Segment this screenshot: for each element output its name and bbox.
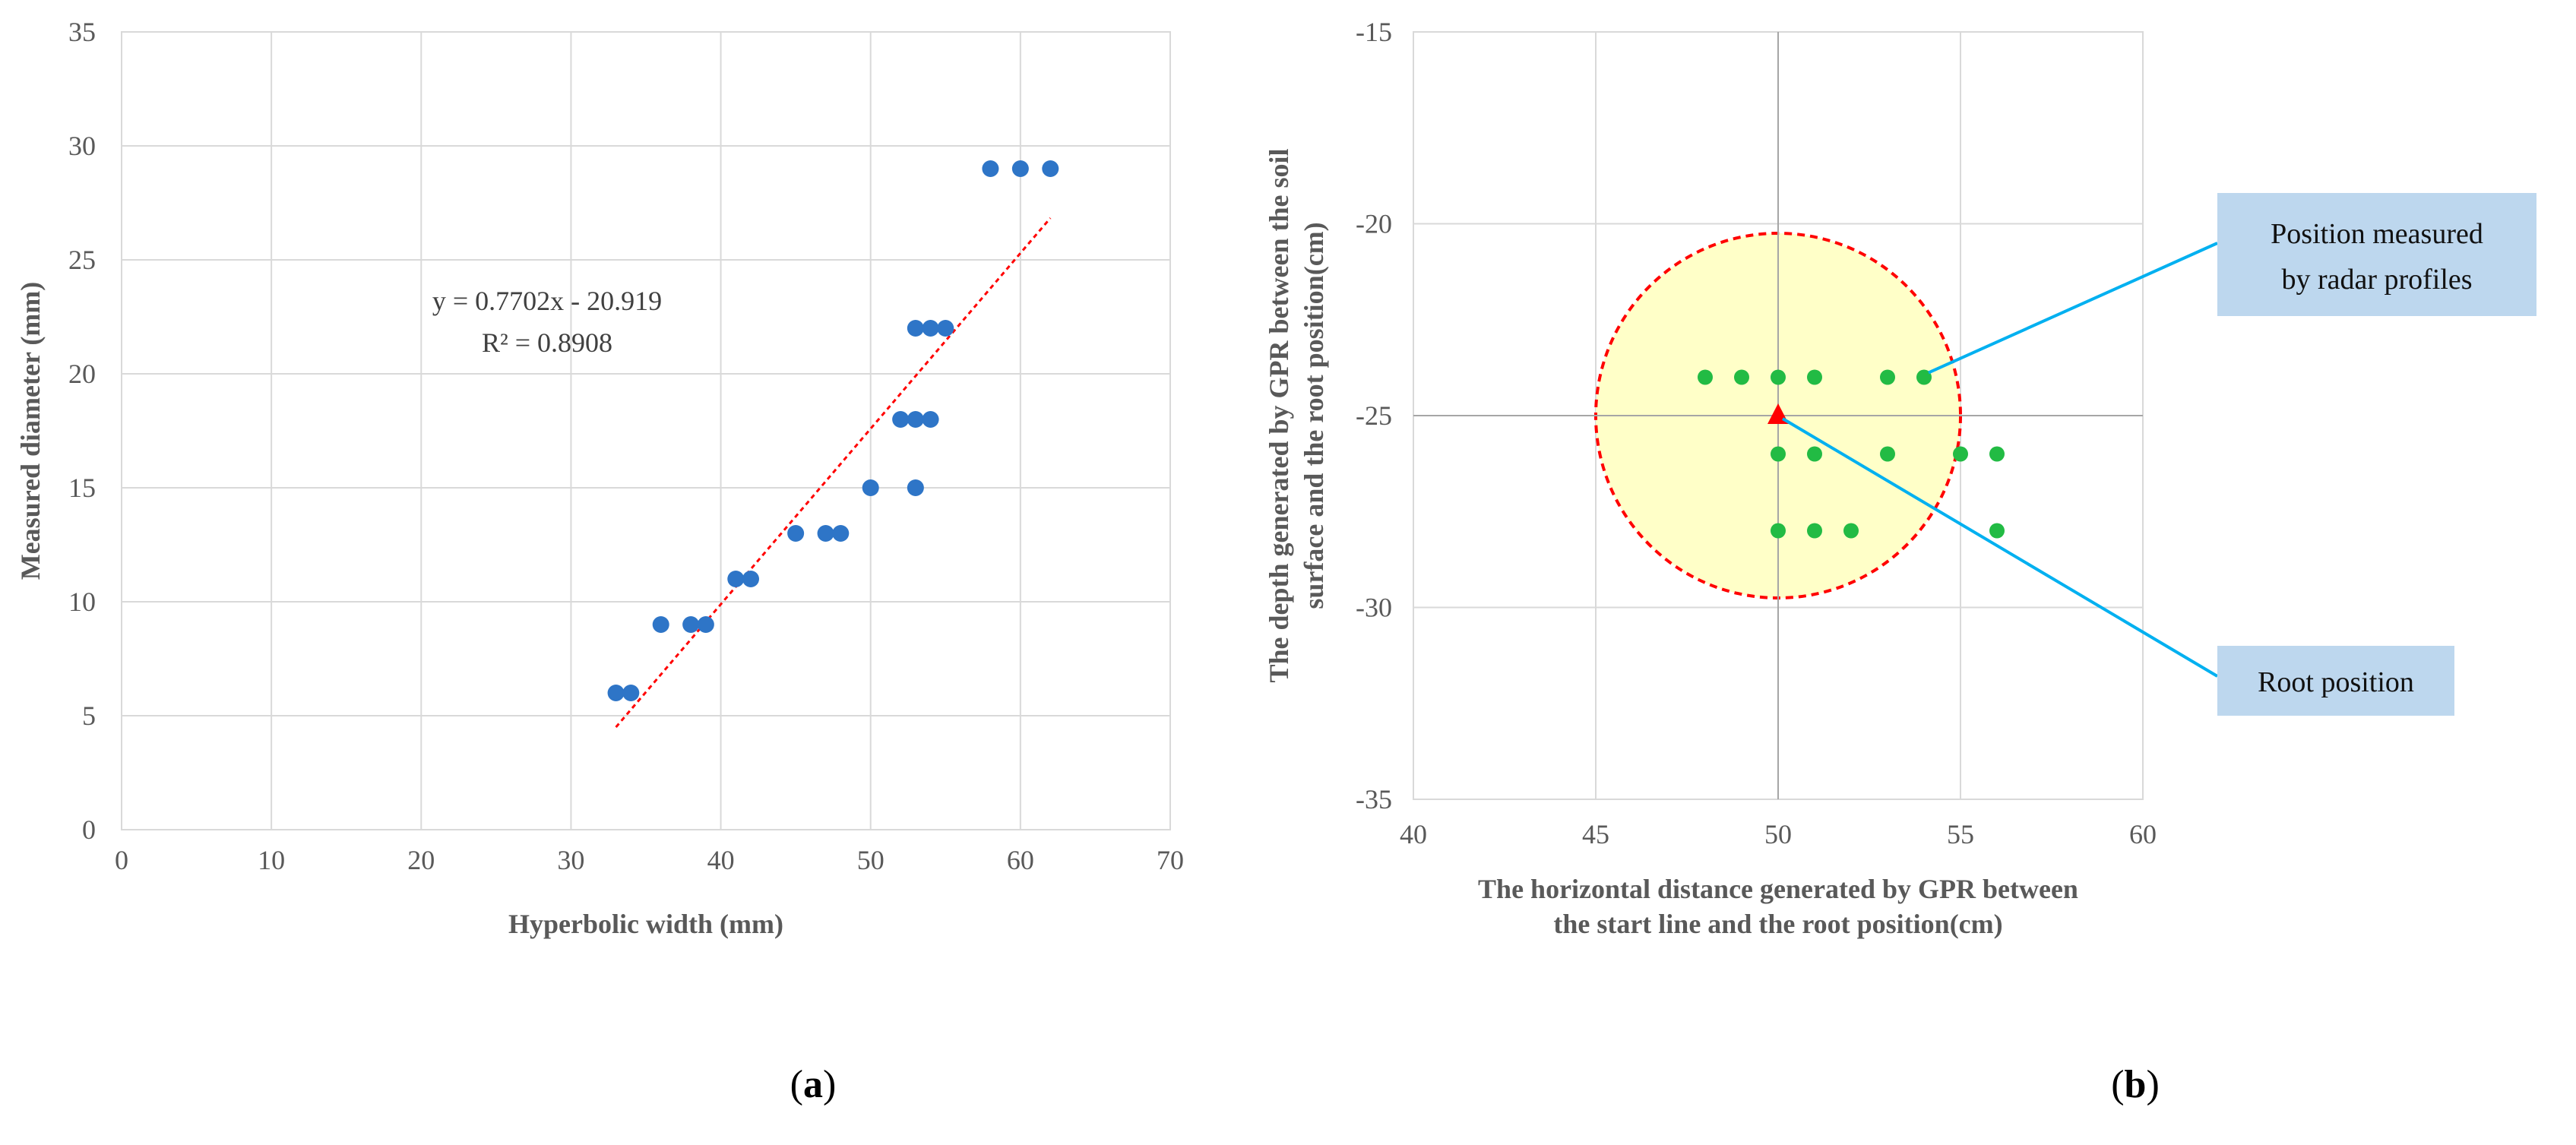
chart-a-y-tick: 30 (68, 131, 96, 161)
callout-radar-line1: Position measured (2271, 218, 2483, 250)
panel-a-label-letter: a (803, 1063, 823, 1106)
trendline (615, 217, 1052, 729)
chart-a-x-tick: 20 (407, 845, 435, 875)
chart-b-y-axis-label-line: surface and the root position(cm) (1299, 222, 1329, 609)
data-point (982, 160, 999, 177)
chart-a-y-tick: 35 (68, 17, 96, 47)
chart-a-y-tick: 0 (82, 814, 96, 845)
radar-position-point (1843, 523, 1859, 539)
chart-a-x-axis-label: Hyperbolic width (mm) (508, 909, 783, 939)
chart-b-x-tick: 55 (1947, 819, 1974, 849)
chart-b-y-tick: -20 (1356, 209, 1392, 239)
callout-leader-radar (1928, 242, 2218, 375)
radar-position-point (1807, 369, 1822, 385)
radar-position-point (1880, 369, 1895, 385)
chart-b-y-tick: -30 (1356, 593, 1392, 623)
data-point (922, 320, 939, 337)
chart-b-x-tick: 60 (2129, 819, 2157, 849)
data-point (862, 479, 879, 496)
chart-b: 40 45 50 55 60 -35 -30 -25 -20 -15 The horizontal… (1264, 17, 2536, 939)
chart-b-x-tick: 50 (1764, 819, 1792, 849)
data-point (1011, 160, 1029, 177)
radar-position-point (1771, 523, 1786, 539)
radar-position-point (1771, 446, 1786, 462)
radar-position-point (1916, 369, 1932, 385)
radar-position-point (1698, 369, 1713, 385)
chart-a-x-tick: 50 (857, 845, 885, 875)
data-point (742, 571, 759, 587)
chart-a-gridlines (121, 31, 1171, 830)
chart-a-y-tick: 15 (68, 473, 96, 503)
chart-a-plot-area (121, 31, 1171, 830)
data-point (787, 525, 805, 542)
data-point (892, 411, 910, 428)
callout-leader-root (1781, 417, 2219, 678)
panel-a-label-close: ) (823, 1063, 836, 1106)
panel-b-label-close: ) (2146, 1063, 2159, 1106)
callout-radar-line2: by radar profiles (2281, 264, 2472, 296)
radar-position-point (1989, 523, 2005, 539)
data-point (697, 616, 714, 633)
chart-a-y-tick: 5 (82, 701, 96, 731)
data-point (832, 525, 850, 542)
radar-position-point (1734, 369, 1749, 385)
radar-position-point (1880, 446, 1895, 462)
data-point (682, 616, 700, 633)
radar-position-point (1807, 523, 1822, 539)
panel-b-label-letter: b (2125, 1063, 2147, 1106)
data-point (907, 411, 924, 428)
panel-a-label: (a) (790, 1063, 837, 1106)
callout-root-text: Root position (2258, 666, 2414, 698)
panel-b-label-open: ( (2111, 1063, 2124, 1106)
chart-a-y-axis-label: Measured diameter (mm) (15, 282, 46, 580)
radar-position-point (1771, 369, 1786, 385)
chart-a-y-tick: 10 (68, 587, 96, 617)
chart-b-points (1698, 369, 2005, 539)
chart-b-y-axis-label-line: The depth generated by GPR between the s… (1264, 149, 1294, 683)
chart-b-x-axis-label-line: The horizontal distance generated by GPR… (1478, 874, 2078, 904)
radar-position-point (1989, 446, 2005, 462)
data-point (922, 411, 939, 428)
trendline-equation: y = 0.7702x - 20.919 (432, 286, 662, 316)
radar-position-point (1953, 446, 1968, 462)
chart-a-y-tick: 20 (68, 359, 96, 389)
chart-b-tick-labels: 40 45 50 55 60 -35 -30 -25 -20 -15 (1356, 17, 2157, 849)
data-point (1042, 160, 1059, 177)
chart-a-tick-labels: 0 10 20 30 40 50 60 70 0 5 10 15 20 25 30 35 (68, 17, 1184, 875)
chart-b-x-tick: 45 (1582, 819, 1609, 849)
chart-b-x-axis-label: The horizontal distance generated by GPR… (1478, 874, 2078, 939)
data-point (817, 525, 834, 542)
data-point (622, 685, 640, 701)
chart-b-x-tick: 40 (1400, 819, 1427, 849)
data-point (607, 685, 625, 701)
chart-a-x-tick: 30 (557, 845, 584, 875)
panel-b-label: (b) (2111, 1063, 2160, 1106)
data-point (907, 479, 924, 496)
radar-position-point (1807, 446, 1822, 462)
chart-a-y-tick: 25 (68, 245, 96, 275)
data-point (652, 616, 669, 633)
data-point (907, 320, 924, 337)
chart-a-points (607, 160, 1059, 701)
data-point (727, 571, 745, 587)
data-point (937, 320, 954, 337)
chart-a-x-tick: 70 (1157, 845, 1184, 875)
trendline-r-squared: R² = 0.8908 (482, 327, 612, 358)
chart-b-x-axis-label-line: the start line and the root position(cm) (1553, 909, 2002, 939)
chart-a-x-tick: 10 (258, 845, 285, 875)
callout-box-root (2217, 646, 2454, 716)
chart-a-x-tick: 40 (707, 845, 735, 875)
chart-a: 0 10 20 30 40 50 60 70 0 5 10 15 20 25 30 35 y = 0.7702… (15, 17, 1184, 939)
chart-b-y-tick: -35 (1356, 784, 1392, 814)
panel-a-label-open: ( (790, 1063, 803, 1106)
chart-b-y-tick: -25 (1356, 400, 1392, 431)
callout-box-radar (2217, 193, 2536, 316)
chart-b-y-axis-label: The depth generated by GPR between the s… (1264, 149, 1329, 683)
chart-a-x-tick: 0 (115, 845, 128, 875)
chart-a-x-tick: 60 (1007, 845, 1034, 875)
chart-b-y-tick: -15 (1356, 17, 1392, 47)
